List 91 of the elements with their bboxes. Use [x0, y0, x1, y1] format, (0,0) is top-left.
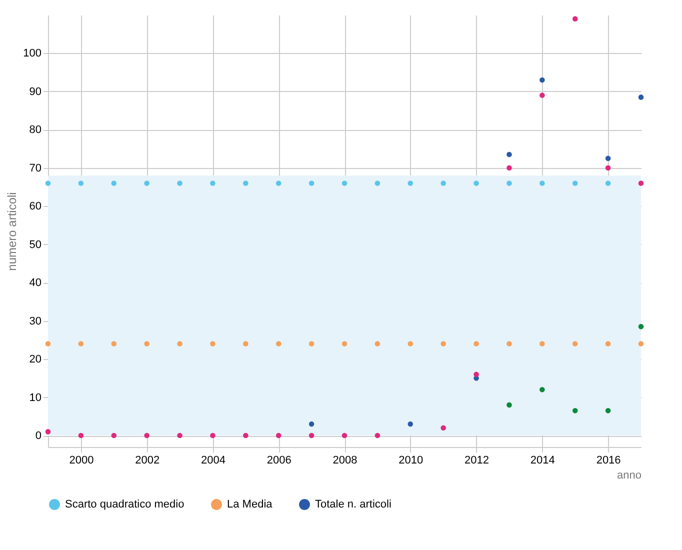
point	[342, 432, 348, 438]
point	[308, 180, 314, 186]
point	[45, 429, 51, 434]
point	[342, 341, 348, 346]
x-tick-label: 2010	[398, 454, 424, 466]
point	[45, 341, 51, 346]
point	[177, 180, 182, 186]
point	[506, 165, 512, 171]
y-axis-title: numero articoli	[5, 192, 20, 271]
point	[540, 77, 545, 83]
point	[572, 341, 578, 346]
point	[474, 341, 479, 346]
y-tick-label: 90	[29, 86, 42, 98]
point	[540, 341, 545, 346]
x-tick-label: 2006	[266, 454, 292, 466]
point	[243, 341, 248, 346]
point	[276, 180, 282, 186]
point	[572, 180, 578, 186]
point	[506, 152, 512, 158]
point	[474, 372, 479, 378]
point	[45, 180, 51, 186]
x-tick-label: 2014	[530, 454, 555, 466]
y-tick-label: 80	[29, 124, 42, 136]
point	[308, 432, 314, 438]
legend-label: Scarto quadratico medio	[65, 498, 184, 511]
x-tick-label: 2004	[200, 454, 226, 466]
point	[78, 341, 84, 346]
point	[111, 341, 117, 346]
point	[572, 16, 578, 22]
x-tick-label: 2000	[69, 454, 94, 466]
y-tick-label: 40	[29, 277, 42, 290]
point	[638, 94, 644, 100]
y-tick-label: 20	[29, 354, 42, 366]
point	[506, 341, 512, 346]
point	[243, 180, 248, 186]
point	[374, 180, 380, 186]
point	[243, 432, 248, 438]
point	[374, 341, 380, 346]
y-tick-label: 30	[29, 315, 42, 328]
point	[210, 432, 216, 438]
point	[78, 180, 84, 186]
point	[605, 341, 611, 346]
point	[210, 341, 216, 346]
point	[408, 421, 414, 427]
point	[276, 432, 282, 438]
x-tick-label: 2016	[596, 454, 621, 466]
point	[638, 341, 644, 346]
legend-label: La Media	[227, 498, 274, 511]
point	[408, 341, 414, 346]
point	[540, 387, 545, 392]
y-tick-label: 60	[29, 200, 42, 213]
y-tick-label: 0	[35, 430, 42, 442]
point	[506, 180, 512, 186]
point	[605, 180, 611, 186]
y-tick-label: 70	[29, 162, 42, 174]
point	[605, 156, 611, 162]
point	[605, 165, 611, 171]
x-tick-label: 2008	[332, 454, 358, 466]
point	[440, 180, 446, 186]
point	[308, 421, 314, 427]
point	[474, 180, 479, 186]
y-tick-label: 50	[29, 238, 42, 251]
point	[572, 408, 578, 414]
point	[540, 92, 545, 98]
x-tick-label: 2002	[135, 454, 160, 466]
point	[210, 180, 216, 186]
point	[342, 180, 348, 186]
point	[374, 432, 380, 438]
point	[605, 408, 611, 414]
point	[638, 324, 644, 330]
x-tick-label: 2012	[464, 454, 490, 466]
point	[440, 425, 446, 431]
point	[177, 341, 182, 346]
point	[177, 432, 182, 438]
point	[144, 341, 150, 346]
point	[408, 180, 414, 186]
y-tick-label: 100	[23, 48, 42, 60]
point	[440, 341, 446, 346]
legend-label: Totale n. articoli	[315, 498, 392, 511]
point	[638, 180, 644, 186]
point	[78, 432, 84, 438]
point	[308, 341, 314, 346]
point	[111, 432, 117, 438]
y-tick-label: 10	[29, 392, 42, 404]
point	[144, 180, 150, 186]
point	[111, 180, 117, 186]
point	[276, 341, 282, 346]
x-axis-title: anno	[617, 470, 642, 482]
point	[540, 180, 545, 186]
point	[144, 432, 150, 438]
point	[506, 402, 512, 408]
